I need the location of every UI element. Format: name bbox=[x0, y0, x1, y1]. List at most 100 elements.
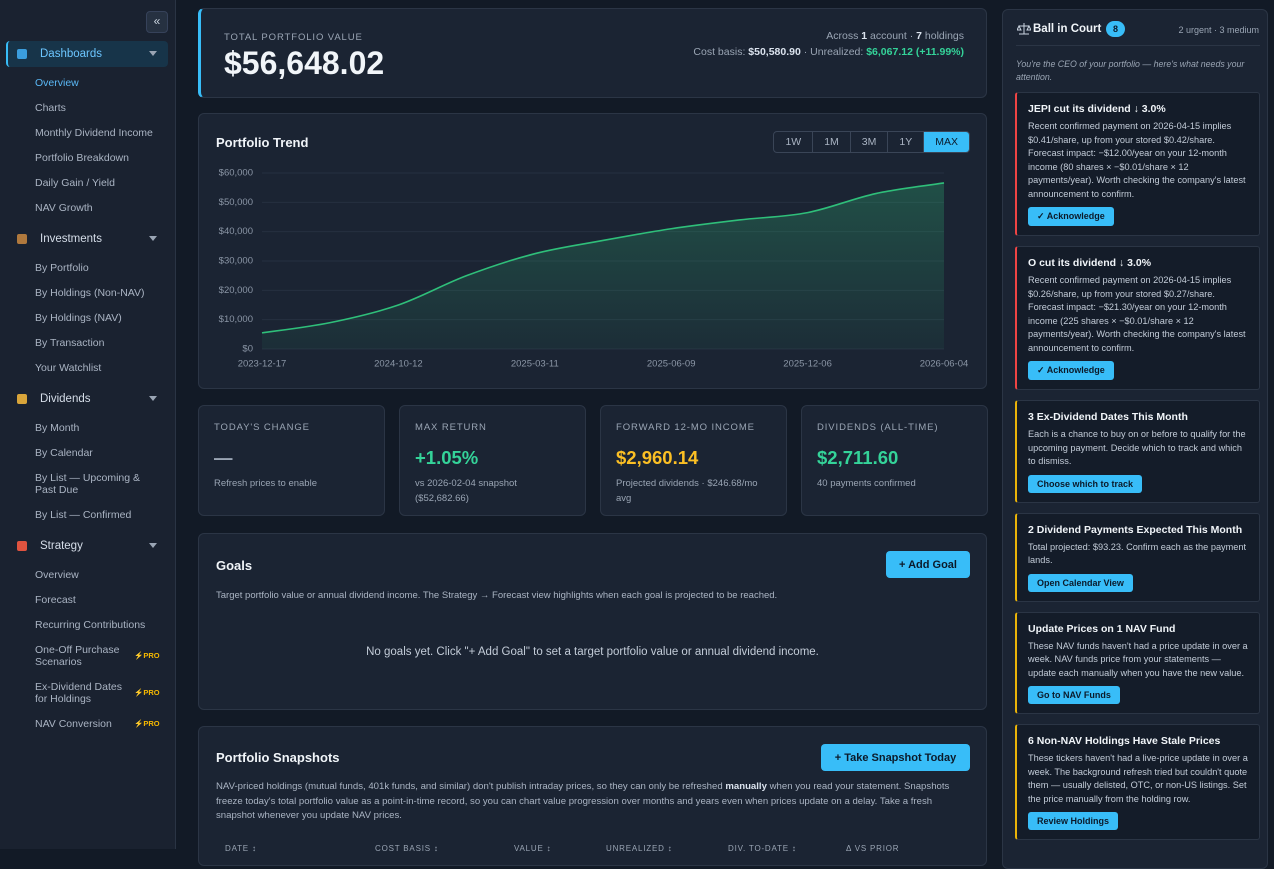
text: Cost basis: bbox=[693, 46, 749, 58]
card-body: These NAV funds haven't had a price upda… bbox=[1028, 640, 1248, 678]
nav: Dashboards Overview Charts Monthly Dividend… bbox=[6, 41, 168, 742]
card-title: JEPI cut its dividend ↓ 3.0% bbox=[1028, 103, 1166, 115]
count-badge: 8 bbox=[1106, 21, 1125, 37]
nav-item[interactable]: Daily Gain / Yield bbox=[35, 170, 168, 195]
nav-items: Overview Forecast Recurring Contributions O… bbox=[6, 559, 168, 742]
card-body: These tickers haven't had a live-price u… bbox=[1028, 753, 1248, 804]
card-button[interactable]: Review Holdings bbox=[1028, 812, 1119, 830]
section-label: Dividends bbox=[40, 393, 91, 405]
text: NAV-priced holdings (mutual funds, 401k … bbox=[216, 781, 726, 792]
nav-item[interactable]: NAV Conversion ⚡PRO bbox=[35, 711, 168, 736]
nav-item[interactable]: By Calendar bbox=[35, 440, 168, 465]
nav-items: By Month By Calendar By List — Upcoming & … bbox=[6, 412, 168, 533]
range-button[interactable]: 1Y bbox=[887, 132, 923, 152]
nav-item-label: NAV Conversion bbox=[35, 717, 112, 730]
nav-section[interactable]: Strategy bbox=[6, 533, 168, 559]
action-card: 6 Non-NAV Holdings Have Stale Prices Thes… bbox=[1015, 724, 1260, 840]
goals-title: Goals bbox=[216, 558, 253, 573]
text: 7 bbox=[916, 30, 922, 42]
stat-sub: 40 payments confirmed bbox=[817, 478, 916, 489]
nav-item[interactable]: Recurring Contributions bbox=[35, 612, 168, 637]
nav-item[interactable]: Overview bbox=[35, 70, 168, 95]
nav-item-label: One-Off Purchase Scenarios bbox=[35, 643, 120, 668]
card-button[interactable]: ✓ Acknowledge bbox=[1028, 207, 1114, 226]
trend-title: Portfolio Trend bbox=[216, 135, 309, 150]
y-tick-label: $20,000 bbox=[219, 285, 253, 296]
section-label: Dashboards bbox=[40, 48, 103, 60]
nav-item[interactable]: Charts bbox=[35, 95, 168, 120]
card-button[interactable]: ✓ Acknowledge bbox=[1028, 361, 1114, 380]
action-card: JEPI cut its dividend ↓ 3.0% Recent confi… bbox=[1015, 92, 1260, 236]
range-button[interactable]: 3M bbox=[849, 132, 888, 152]
x-tick-label: 2025-12-06 bbox=[783, 359, 832, 370]
text: Across bbox=[826, 30, 862, 42]
nav-item[interactable]: By List — Confirmed bbox=[35, 502, 168, 527]
account-summary: Across 1 account · 7 holdings bbox=[826, 30, 964, 42]
nav-item[interactable]: By Holdings (Non-NAV) bbox=[35, 280, 168, 305]
y-tick-label: $40,000 bbox=[219, 226, 253, 237]
nav-item-label: Your Watchlist bbox=[35, 361, 102, 374]
x-tick-label: 2024-10-12 bbox=[374, 359, 423, 370]
area bbox=[262, 182, 944, 349]
goals-panel: Goals + Add Goal Target portfolio value … bbox=[198, 533, 987, 710]
card-body: Recent confirmed payment on 2026-04-15 i… bbox=[1028, 121, 1246, 199]
nav-item[interactable]: By Holdings (NAV) bbox=[35, 305, 168, 330]
nav-section[interactable]: Investments bbox=[6, 226, 168, 252]
nav-item-label: By Calendar bbox=[35, 446, 93, 459]
pro-badge: ⚡PRO bbox=[134, 650, 160, 660]
total-label: TOTAL PORTFOLIO VALUE bbox=[224, 32, 363, 43]
card-title: 2 Dividend Payments Expected This Month bbox=[1028, 523, 1243, 536]
scale-icon bbox=[1017, 23, 1031, 35]
card-title: Update Prices on 1 NAV Fund bbox=[1028, 622, 1176, 635]
range-selector: 1W 1M 3M 1Y MAX bbox=[773, 131, 970, 153]
stat-value: — bbox=[214, 447, 233, 468]
nav-item[interactable]: By Transaction bbox=[35, 330, 168, 355]
range-button[interactable]: 1M bbox=[812, 132, 850, 152]
nav-item[interactable]: Monthly Dividend Income bbox=[35, 120, 168, 145]
text: 1 bbox=[861, 30, 868, 42]
nav-section[interactable]: Dashboards bbox=[6, 41, 168, 67]
nav-item-label: Daily Gain / Yield bbox=[35, 176, 115, 189]
nav-item[interactable]: Portfolio Breakdown bbox=[35, 145, 168, 170]
card-button[interactable]: Go to NAV Funds bbox=[1028, 686, 1120, 704]
x-tick-label: 2025-06-09 bbox=[647, 359, 696, 370]
line bbox=[261, 182, 945, 334]
stat-label: TODAY'S CHANGE bbox=[214, 422, 310, 433]
panel-subtitle: You're the CEO of your portfolio — here'… bbox=[1016, 59, 1245, 82]
range-button[interactable]: MAX bbox=[923, 132, 969, 152]
collapse-button[interactable]: « bbox=[146, 11, 168, 33]
take-snapshot-button[interactable]: + Take Snapshot Today bbox=[821, 744, 970, 771]
nav-item[interactable]: NAV Growth bbox=[35, 195, 168, 220]
text: · Unrealized: bbox=[800, 46, 867, 58]
section-label: Investments bbox=[40, 233, 102, 245]
card-button[interactable]: Open Calendar View bbox=[1028, 573, 1133, 592]
nav-item-label: Recurring Contributions bbox=[35, 618, 146, 631]
nav-item[interactable]: Forecast bbox=[35, 587, 168, 612]
text: account · bbox=[867, 30, 917, 42]
nav-item-label: NAV Growth bbox=[35, 201, 93, 214]
range-button[interactable]: 1W bbox=[785, 136, 802, 148]
nav-item-label: By Transaction bbox=[35, 336, 105, 349]
card-button[interactable]: Choose which to track bbox=[1028, 474, 1143, 493]
nav-items: By Portfolio By Holdings (Non-NAV) By Hold… bbox=[6, 252, 168, 386]
add-goal-button[interactable]: + Add Goal bbox=[886, 551, 970, 578]
nav-item[interactable]: By List — Upcoming & Past Due bbox=[35, 465, 168, 502]
nav-item[interactable]: By Portfolio bbox=[35, 255, 168, 280]
nav-item[interactable]: One-Off Purchase Scenarios ⚡PRO bbox=[35, 637, 168, 674]
snapshots-title: Portfolio Snapshots bbox=[216, 750, 340, 765]
card-body: Total projected: $93.23. Confirm each as… bbox=[1028, 541, 1247, 566]
cost-summary: Cost basis: $50,580.90 · Unrealized: $6,… bbox=[693, 46, 964, 58]
nav-item[interactable]: By Month bbox=[35, 415, 168, 440]
nav-section[interactable]: Dividends bbox=[6, 386, 168, 412]
card-body: Recent confirmed payment on 2026-04-15 i… bbox=[1028, 275, 1246, 353]
nav-item[interactable]: Ex-Dividend Dates for Holdings ⚡PRO bbox=[35, 674, 168, 711]
nav-item[interactable]: Overview bbox=[35, 562, 168, 587]
y-tick-label: $60,000 bbox=[219, 168, 253, 179]
nav-item-label: By List — Upcoming & Past Due bbox=[35, 471, 141, 496]
stat-card: DIVIDENDS (ALL-TIME) $2,711.60 40 payments… bbox=[801, 405, 988, 516]
stat-value: +1.05% bbox=[415, 447, 479, 468]
nav-item[interactable]: Your Watchlist bbox=[35, 355, 168, 380]
stat-sub: vs 2026-02-04 snapshot ($52,682.66) bbox=[415, 478, 517, 504]
section-icon bbox=[17, 49, 27, 59]
panel-title: Ball in Court bbox=[1033, 23, 1102, 35]
